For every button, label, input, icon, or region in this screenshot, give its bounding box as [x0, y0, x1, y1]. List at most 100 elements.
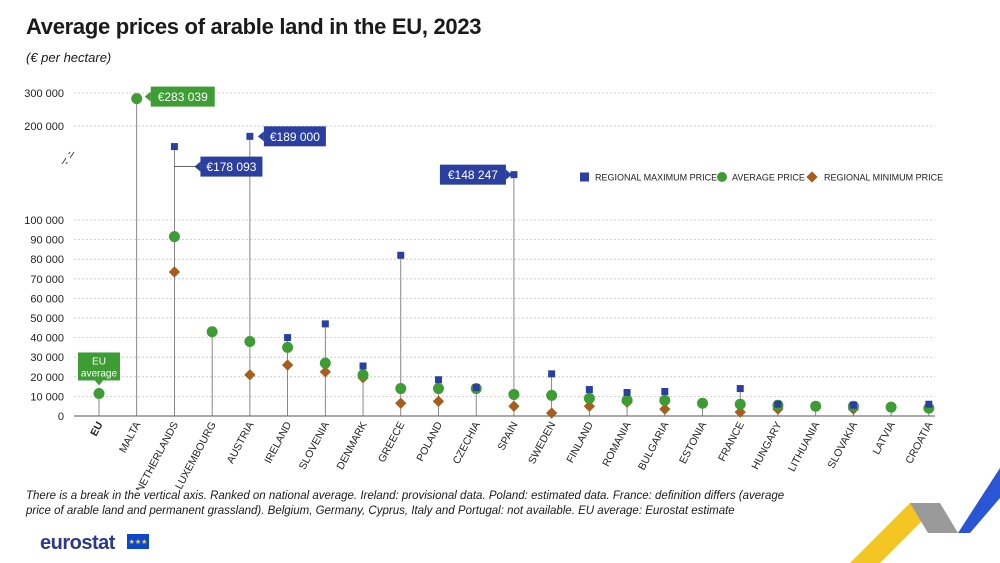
y-tick-label: 30 000 [30, 352, 64, 364]
decorative-ribbon-icon [850, 468, 1000, 563]
min-price-marker [508, 400, 520, 412]
max-price-marker [359, 362, 367, 370]
max-price-marker [925, 400, 933, 408]
min-price-marker [168, 266, 181, 278]
min-price-marker [545, 407, 558, 419]
callout-label: €189 000 [270, 130, 320, 144]
eu-callout-box [78, 352, 120, 381]
x-tick-label: ESTONIA [677, 420, 709, 466]
max-price-marker [661, 388, 669, 395]
callout-pointer [194, 161, 201, 172]
x-tick-label: LITHUANIA [786, 420, 822, 474]
eurostat-logo: eurostat [40, 532, 115, 554]
y-tick-label: 300 000 [24, 88, 64, 100]
x-tick-label: HUNGARY [749, 420, 784, 472]
avg-price-marker [734, 398, 746, 410]
max-price-marker [510, 171, 518, 179]
callout-label: €148 247 [448, 168, 498, 182]
y-tick-label: 200 000 [24, 121, 64, 133]
max-price-marker [284, 334, 292, 342]
y-tick-label: 0 [58, 411, 64, 423]
x-tick-label: LUXEMBOURG [173, 420, 219, 490]
min-price-marker [432, 395, 445, 407]
y-tick-label: 60 000 [30, 293, 64, 305]
x-tick-label: MALTA [117, 420, 143, 455]
callout-pointer [505, 169, 512, 180]
y-tick-label: 20 000 [30, 372, 64, 384]
x-tick-label: FRANCE [716, 420, 747, 464]
callout-label: €283 039 [158, 90, 208, 104]
avg-price-marker [244, 336, 256, 348]
x-tick-label: SWEDEN [526, 420, 558, 466]
legend-min-label: REGIONAL MINIMUM PRICE [824, 173, 943, 183]
x-tick-label: FINLAND [564, 419, 596, 465]
max-price-marker [434, 376, 442, 384]
x-tick-label: CZECHIA [451, 420, 483, 466]
max-price-marker [246, 132, 254, 140]
chart-subtitle: (€ per hectare) [26, 50, 112, 65]
callout-pointer [257, 131, 264, 142]
max-price-marker [170, 143, 178, 151]
axis-break-gap [66, 154, 70, 162]
deco-grey-band [910, 503, 958, 533]
max-price-marker [736, 385, 744, 393]
avg-price-marker [583, 392, 595, 404]
callout-box [150, 86, 215, 107]
max-price-marker [849, 401, 857, 409]
max-price-marker [774, 400, 782, 408]
min-price-marker [319, 366, 331, 378]
eu-callout-label: EU [92, 356, 106, 367]
eu-flag-icon: ★★★ [127, 534, 149, 549]
avg-price-marker [432, 383, 444, 395]
eu-callout-label: average [81, 368, 118, 379]
min-price-marker [583, 400, 596, 412]
x-tick-label: IRELAND [262, 419, 294, 465]
avg-price-marker [395, 383, 407, 395]
avg-price-marker [885, 401, 897, 413]
avg-price-marker [357, 369, 369, 381]
x-tick-label: DENMARK [334, 420, 369, 472]
x-tick-label: POLAND [414, 419, 445, 463]
min-price-marker [281, 359, 294, 371]
x-tick-label: EU [88, 420, 105, 439]
deco-yellow-band [850, 503, 940, 563]
avg-price-marker [508, 388, 520, 400]
y-tick-label: 90 000 [30, 235, 64, 247]
avg-price-marker [810, 400, 822, 412]
max-price-marker [548, 370, 556, 378]
chart-area: 0 10 000 20 000 30 000 40 000 50 000 60 000 70 … [24, 86, 943, 490]
x-tick-label: GREECE [376, 420, 407, 465]
y-tick-label: 50 000 [30, 313, 64, 325]
y-tick-label: 80 000 [30, 254, 64, 266]
x-tick-label: ROMANIA [600, 420, 634, 469]
min-price-marker [395, 397, 407, 409]
eu-callout-pointer [94, 379, 104, 386]
avg-price-marker [206, 326, 218, 338]
min-price-marker [244, 369, 256, 381]
max-price-marker [623, 388, 631, 396]
avg-price-marker [168, 231, 180, 243]
x-tick-label: LATVIA [871, 420, 898, 457]
legend-max-marker [580, 172, 589, 182]
legend-avg-marker [717, 172, 727, 182]
avg-price-marker [621, 394, 633, 406]
chart-footnote: There is a break in the vertical axis. R… [26, 490, 785, 517]
min-price-marker [734, 406, 746, 418]
y-tick-label: 10 000 [30, 391, 64, 403]
y-tick-label: 40 000 [30, 333, 64, 345]
deco-blue-band [928, 468, 1000, 533]
max-price-marker [585, 386, 593, 394]
callout-box [263, 126, 326, 147]
max-price-marker [397, 251, 405, 259]
callout-pointer [144, 91, 151, 102]
x-tick-label: AUSTRIA [225, 420, 257, 466]
x-tick-label: NETHERLANDS [134, 420, 181, 490]
y-tick-label: 70 000 [30, 274, 64, 286]
callout-label: €178 093 [206, 160, 256, 174]
legend-min-marker [806, 171, 818, 183]
avg-price-marker [697, 397, 709, 409]
x-tick-label: SPAIN [496, 420, 521, 453]
max-price-marker [472, 384, 480, 392]
callout-box [439, 164, 506, 185]
chart-title: Average prices of arable land in the EU,… [26, 14, 482, 39]
